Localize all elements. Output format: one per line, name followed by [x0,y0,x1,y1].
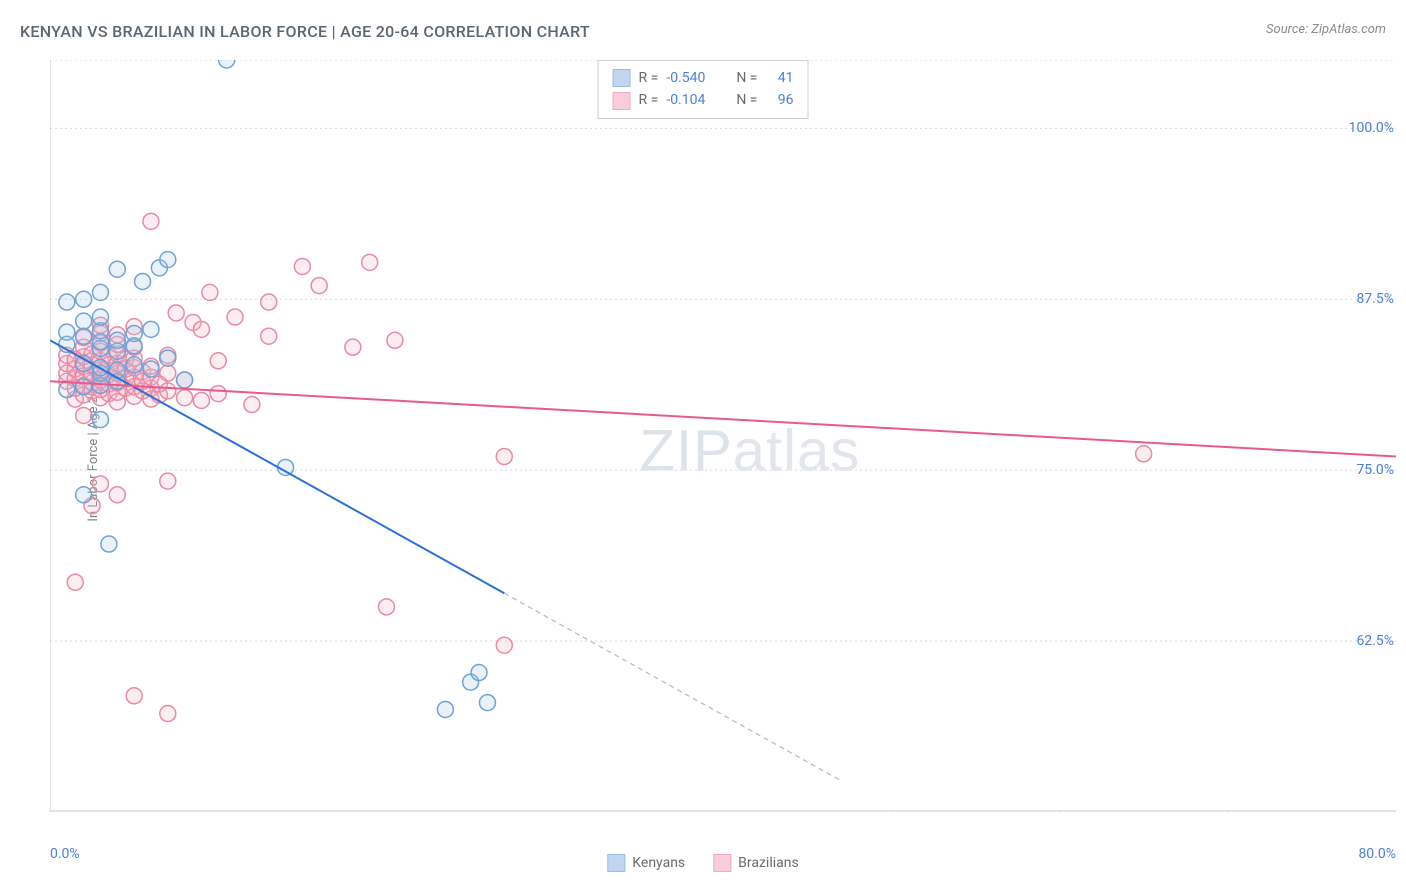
series-legend-item: Kenyans [607,854,685,872]
r-value: -0.540 [666,67,722,89]
legend-swatch [607,854,625,872]
scatter-plot-svg [50,60,1396,812]
n-label: N = [736,67,757,89]
series-legend: Kenyans Brazilians [607,854,798,872]
series-legend-item: Brazilians [713,854,799,872]
correlation-legend: R = -0.540 N = 41 R = -0.104 N = 96 [598,60,809,119]
chart-title: KENYAN VS BRAZILIAN IN LABOR FORCE | AGE… [20,22,590,41]
plot-area: ZIPatlas [50,60,1396,812]
series-legend-label: Kenyans [632,855,685,871]
r-label: R = [639,67,659,89]
x-tick-label: 80.0% [1358,846,1396,862]
y-tick-label: 87.5% [1356,291,1394,307]
r-value: -0.104 [666,89,722,111]
correlation-legend-row: R = -0.540 N = 41 [613,67,794,89]
series-legend-label: Brazilians [738,855,799,871]
y-tick-label: 100.0% [1349,120,1394,136]
legend-swatch [713,854,731,872]
x-tick-label: 0.0% [50,846,80,862]
n-value: 41 [765,67,793,89]
chart-container: KENYAN VS BRAZILIAN IN LABOR FORCE | AGE… [0,0,1406,892]
y-tick-label: 62.5% [1356,633,1394,649]
correlation-legend-row: R = -0.104 N = 96 [613,89,794,111]
legend-swatch [613,69,631,87]
legend-swatch [613,92,631,110]
source-attribution: Source: ZipAtlas.com [1266,22,1386,37]
n-label: N = [736,89,757,111]
y-tick-label: 75.0% [1356,462,1394,478]
r-label: R = [639,89,659,111]
n-value: 96 [765,89,793,111]
